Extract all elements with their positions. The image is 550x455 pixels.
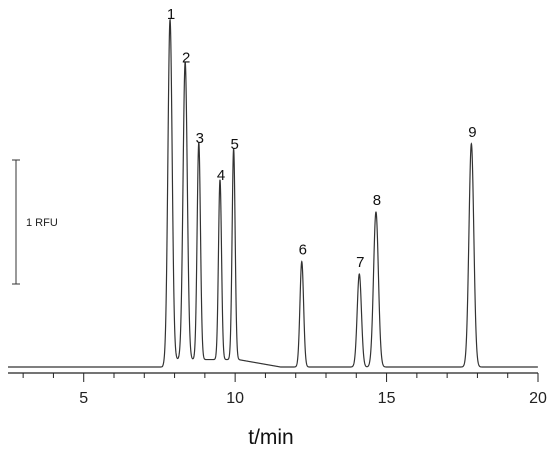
peak-label-2: 2 xyxy=(182,49,190,66)
peak-label-3: 3 xyxy=(196,130,204,147)
peak-label-5: 5 xyxy=(230,136,238,153)
chromatogram-trace xyxy=(8,18,538,368)
peak-label-6: 6 xyxy=(299,242,307,259)
x-axis-title: t/min xyxy=(248,426,294,449)
x-tick-label: 20 xyxy=(529,390,547,407)
x-tick-label: 5 xyxy=(79,390,88,407)
peak-label-8: 8 xyxy=(373,192,381,209)
scale-bar-label: 1 RFU xyxy=(26,217,58,229)
peak-label-4: 4 xyxy=(217,167,225,184)
x-axis-ticks: 5 10 15 20 xyxy=(22,373,547,407)
peak-label-1: 1 xyxy=(167,6,175,23)
x-tick-label: 15 xyxy=(378,390,396,407)
peak-label-9: 9 xyxy=(468,124,476,141)
rfu-scale-bar xyxy=(12,159,20,285)
peak-label-7: 7 xyxy=(356,254,364,271)
x-tick-label: 10 xyxy=(226,390,244,407)
peak-labels: 1 2 3 45 6 7 8 9 xyxy=(167,6,477,271)
